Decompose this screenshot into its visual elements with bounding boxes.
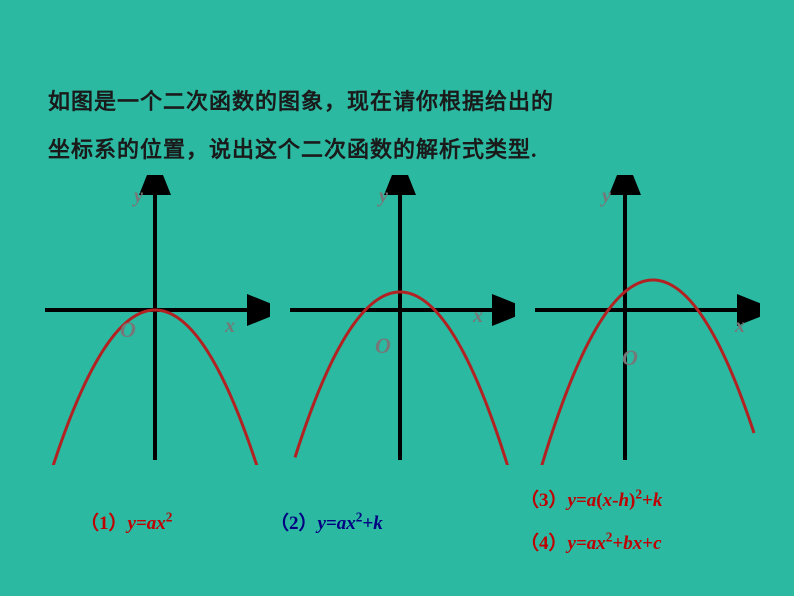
answer-2: （2）y=ax2+k xyxy=(270,508,383,535)
question-block: 如图是一个二次函数的图象，现在请你根据给出的 坐标系的位置，说出这个二次函数的解… xyxy=(48,78,554,175)
origin-label: O xyxy=(622,345,638,371)
answer-4: （4）y=ax2+bx+c xyxy=(520,528,662,555)
chart-2: y x O xyxy=(285,175,515,465)
x-axis-label: x xyxy=(225,315,235,338)
chart-1: y x O xyxy=(40,175,270,465)
origin-label: O xyxy=(375,333,391,359)
answers-block: （1）y=ax2（2）y=ax2+k（3）y=a(x-h)2+k（4）y=ax2… xyxy=(40,490,760,580)
origin-label: O xyxy=(120,317,136,343)
answer-1: （1）y=ax2 xyxy=(80,508,172,535)
y-axis-label: y xyxy=(134,185,143,208)
chart-1-svg xyxy=(40,175,270,465)
answer-3: （3）y=a(x-h)2+k xyxy=(520,485,662,512)
chart-3-svg xyxy=(530,175,760,465)
x-axis-label: x xyxy=(735,315,745,338)
question-line2: 坐标系的位置，说出这个二次函数的解析式类型. xyxy=(48,126,554,174)
question-line1: 如图是一个二次函数的图象，现在请你根据给出的 xyxy=(48,78,554,126)
x-axis-label: x xyxy=(473,305,483,328)
y-axis-label: y xyxy=(602,185,611,208)
charts-row: y x O y x O y x O xyxy=(40,175,760,465)
chart-3: y x O xyxy=(530,175,760,465)
y-axis-label: y xyxy=(379,185,388,208)
